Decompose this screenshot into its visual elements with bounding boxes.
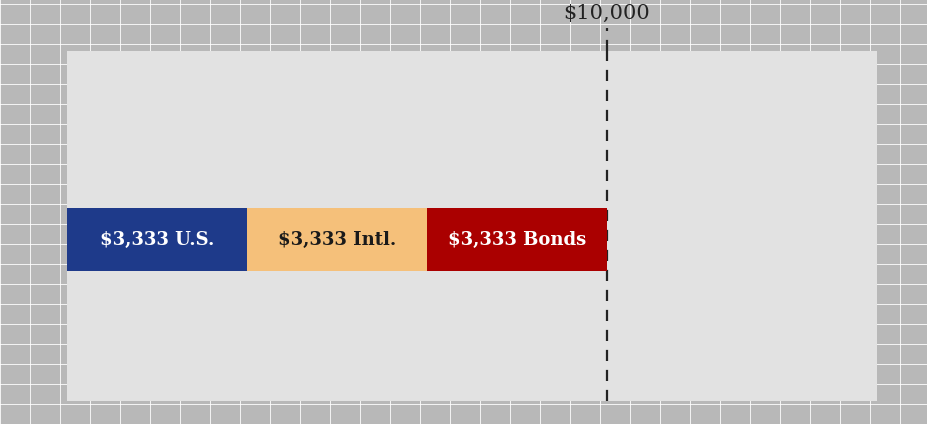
Bar (247, 208, 426, 271)
Bar (67, 208, 247, 271)
Text: $3,333 Bonds: $3,333 Bonds (447, 231, 585, 249)
Text: $3,333 Intl.: $3,333 Intl. (277, 231, 396, 249)
Text: $10,000: $10,000 (563, 4, 650, 23)
Bar (426, 208, 606, 271)
Text: $3,333 U.S.: $3,333 U.S. (99, 231, 214, 249)
